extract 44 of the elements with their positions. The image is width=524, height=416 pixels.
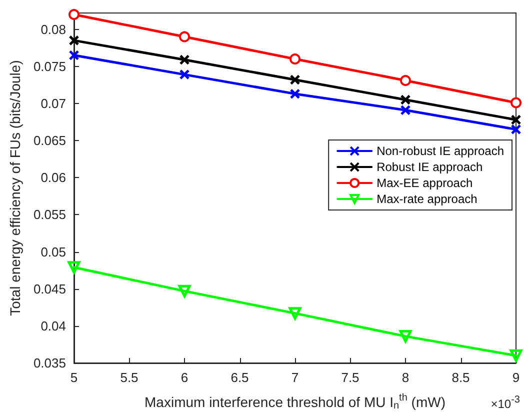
point bbox=[179, 54, 190, 65]
legend-label: Max-EE approach bbox=[376, 176, 473, 190]
x-tick-label: 5 bbox=[70, 370, 78, 385]
y-tick-label: 0.08 bbox=[40, 22, 66, 37]
y-tick-label: 0.05 bbox=[40, 244, 66, 260]
point bbox=[510, 349, 522, 362]
x-tick-label: 8 bbox=[402, 370, 410, 385]
point bbox=[510, 124, 522, 135]
x-tick-label: 5.5 bbox=[120, 370, 138, 385]
point bbox=[68, 261, 80, 274]
point bbox=[288, 307, 302, 320]
point bbox=[400, 74, 411, 86]
point bbox=[510, 114, 522, 126]
y-tick-label: 0.07 bbox=[40, 96, 66, 111]
point bbox=[179, 31, 190, 42]
y-tick-label: 0.055 bbox=[33, 207, 66, 222]
legend-label: Non-robust IE approach bbox=[376, 144, 504, 158]
point bbox=[290, 53, 300, 64]
x-tick-label: 6 bbox=[180, 370, 188, 385]
legend-label: Robust IE approach bbox=[376, 160, 483, 174]
point bbox=[290, 74, 300, 85]
y-axis-title: Total energy efficiency of FUs (bits/Joule) bbox=[7, 60, 23, 316]
point bbox=[68, 35, 80, 46]
x-tick-label: 9 bbox=[512, 370, 520, 385]
y-tick-label: 0.06 bbox=[40, 170, 66, 186]
x-tick-label: 6.5 bbox=[230, 370, 249, 385]
y-tick-label: 0.045 bbox=[33, 281, 66, 296]
point bbox=[179, 69, 190, 80]
x-tick-label: 7 bbox=[291, 370, 299, 385]
x-tick-label: 7.5 bbox=[341, 370, 360, 385]
point bbox=[68, 50, 80, 61]
point bbox=[178, 284, 191, 298]
point bbox=[68, 8, 80, 20]
y-tick-label: 0.075 bbox=[33, 58, 66, 74]
y-tick-label: 0.065 bbox=[33, 133, 66, 148]
y-tick-label: 0.04 bbox=[40, 318, 66, 334]
point bbox=[400, 94, 411, 106]
x-tick-label: 8.5 bbox=[452, 370, 470, 385]
point bbox=[399, 330, 412, 343]
y-tick-label: 0.035 bbox=[33, 356, 66, 370]
legend-label: Max-rate approach bbox=[376, 192, 478, 206]
point bbox=[290, 88, 300, 100]
point bbox=[400, 104, 411, 116]
point bbox=[510, 97, 522, 108]
